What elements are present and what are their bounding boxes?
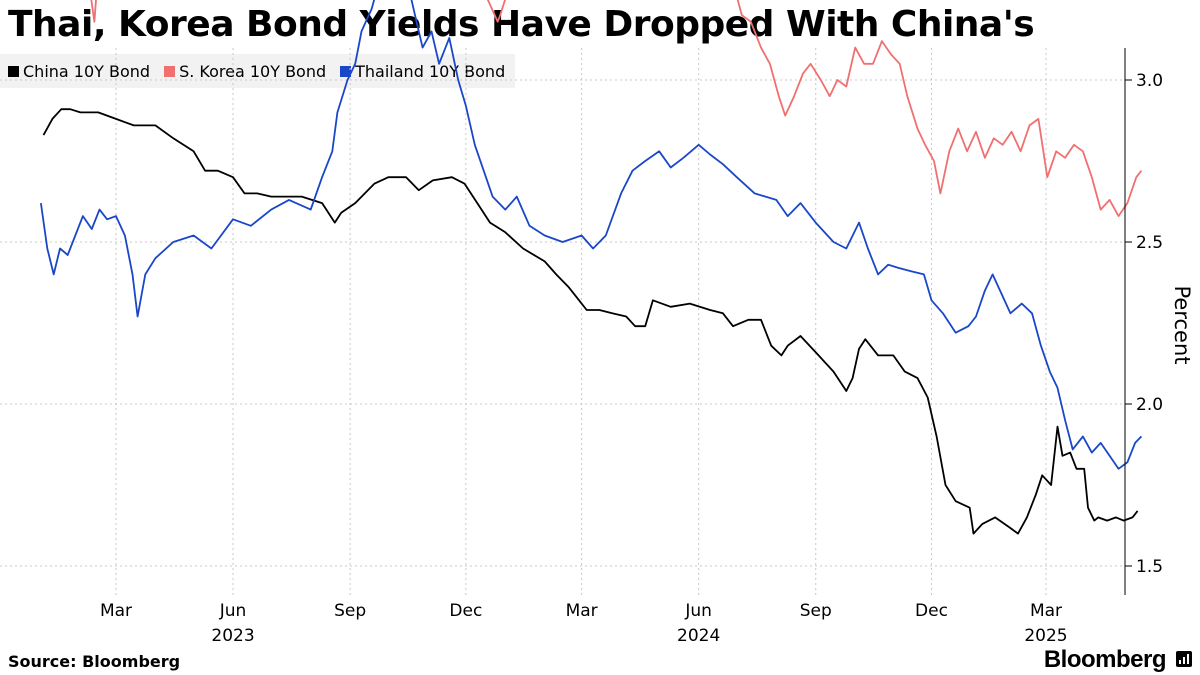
source-note: Source: Bloomberg <box>8 652 181 671</box>
x-tick-label: Jun <box>684 601 712 621</box>
legend-item-china: China 10Y Bond <box>8 62 150 81</box>
x-year-label: 2025 <box>1024 626 1067 646</box>
x-tick-label: Mar <box>100 601 132 621</box>
x-tick-label: Dec <box>449 601 482 621</box>
y-tick-label: 3.0 <box>1136 71 1163 91</box>
x-year-label: 2023 <box>211 626 254 646</box>
x-tick-label: Dec <box>915 601 948 621</box>
legend-label-china: China 10Y Bond <box>23 61 151 81</box>
series-lines <box>40 0 1143 535</box>
legend-label-thailand: Thailand 10Y Bond <box>355 61 506 81</box>
axes: 1.52.02.53.03.54.04.5MarJunSepDecMarJunS… <box>100 48 1163 646</box>
series-line-china <box>42 108 1139 535</box>
legend-label-korea: S. Korea 10Y Bond <box>179 61 327 81</box>
chart-title: Thai, Korea Bond Yields Have Dropped Wit… <box>8 4 1035 45</box>
series-line-thailand <box>40 0 1143 470</box>
x-year-label: 2024 <box>677 626 720 646</box>
x-tick-label: Jun <box>219 601 247 621</box>
legend-swatch-china <box>8 65 19 77</box>
x-tick-label: Sep <box>800 601 832 621</box>
x-tick-label: Sep <box>334 601 366 621</box>
y-tick-label: 2.5 <box>1136 233 1163 253</box>
legend-swatch-korea <box>164 65 176 77</box>
y-tick-label: 1.5 <box>1136 557 1163 577</box>
y-axis-label: Percent <box>1170 285 1194 364</box>
legend: China 10Y Bond S. Korea 10Y Bond Thailan… <box>0 54 516 88</box>
y-tick-label: 2.0 <box>1136 395 1163 415</box>
series-line-korea <box>90 0 1143 217</box>
x-tick-label: Mar <box>566 601 598 621</box>
legend-item-korea: S. Korea 10Y Bond <box>164 62 326 81</box>
brand-logo: Bloomberg <box>1043 646 1167 673</box>
grid <box>0 48 1125 595</box>
legend-item-thailand: Thailand 10Y Bond <box>340 62 505 81</box>
bloomberg-chart-icon <box>1176 651 1192 667</box>
legend-swatch-thailand <box>340 65 352 77</box>
x-tick-label: Mar <box>1030 601 1062 621</box>
